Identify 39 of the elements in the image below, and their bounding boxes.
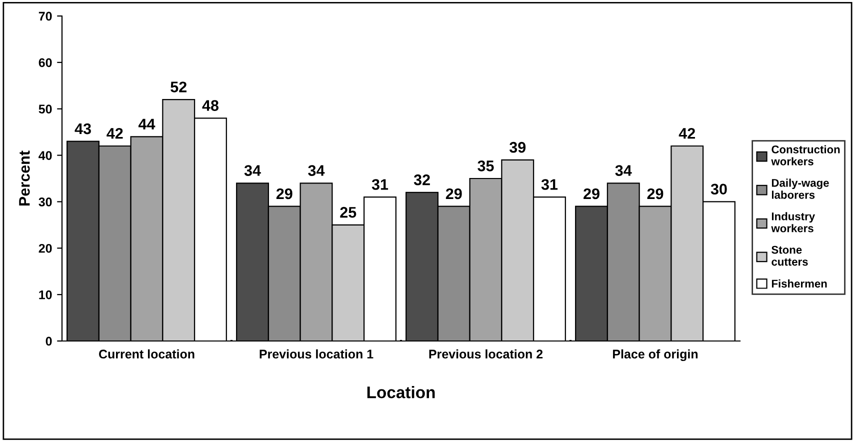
data-label: 43: [74, 123, 91, 134]
data-label: 29: [584, 188, 600, 200]
data-label: 34: [615, 165, 632, 176]
data-label: 34: [244, 165, 261, 176]
x-tick-label: Previous location 1: [260, 349, 374, 359]
data-label: 42: [678, 128, 695, 139]
data-label: 31: [372, 179, 388, 190]
data-label: 29: [446, 188, 462, 200]
x-tick-label: Current location: [99, 349, 194, 359]
data-label: 44: [138, 118, 156, 130]
data-label: 34: [308, 165, 325, 176]
data-label: 29: [647, 188, 664, 200]
y-tick-label: 40: [38, 151, 52, 160]
data-label: 48: [202, 100, 219, 111]
y-axis-title: Percent: [19, 150, 30, 206]
data-label: 29: [276, 188, 292, 200]
data-label: 25: [340, 206, 356, 218]
data-label: 52: [170, 82, 186, 92]
y-tick-label: 50: [38, 104, 52, 114]
data-label: 31: [541, 179, 558, 190]
y-tick-label: 60: [38, 58, 52, 68]
y-tick-label: 10: [39, 290, 52, 300]
data-label: 42: [106, 128, 123, 139]
y-tick-label: 70: [38, 12, 52, 21]
data-label: 39: [509, 142, 526, 153]
legend-label: Daily-wage laborers: [772, 178, 829, 199]
legend-label: Construction workers: [771, 145, 840, 166]
legend-label: Fishermen: [772, 279, 827, 288]
data-label: 32: [414, 174, 430, 186]
legend-label: Stone cutters: [772, 246, 808, 266]
data-label: 30: [710, 184, 727, 195]
legend-label: Industry workers: [771, 212, 815, 232]
data-label: 35: [478, 160, 494, 172]
y-tick-label: 30: [38, 198, 52, 206]
y-tick-label: 20: [38, 244, 52, 253]
x-tick-label: Previous location 2: [429, 349, 543, 359]
x-axis-title: Location: [367, 386, 435, 398]
y-tick-label: 0: [46, 336, 52, 346]
x-tick-label: Place of origin: [613, 349, 698, 362]
